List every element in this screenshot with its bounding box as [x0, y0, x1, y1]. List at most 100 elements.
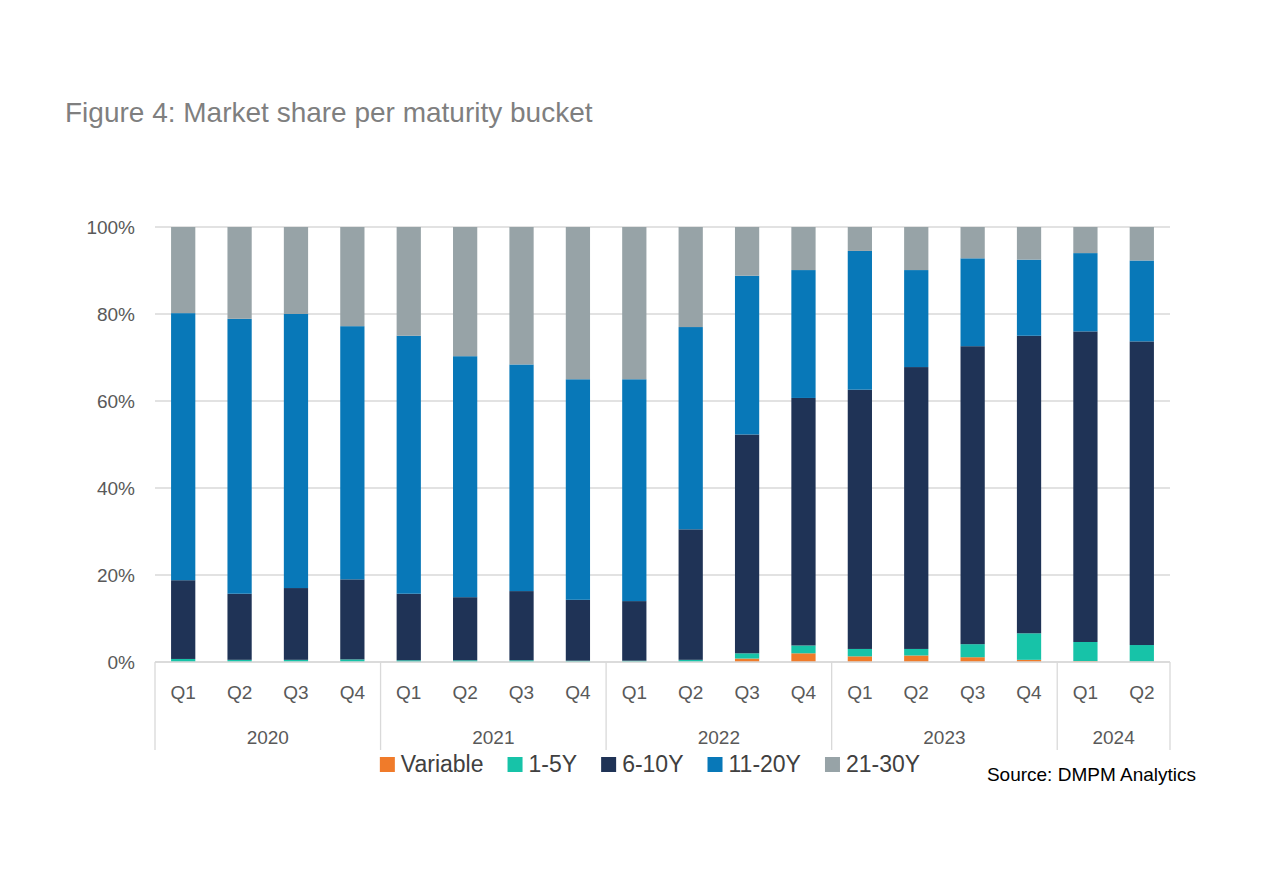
bar-segment — [566, 379, 590, 600]
legend-label: 6-10Y — [622, 751, 683, 777]
x-tick-label: Q2 — [1129, 682, 1154, 703]
bar-segment — [171, 580, 195, 659]
bar-segment — [284, 588, 308, 660]
bar-segment — [340, 227, 364, 326]
x-tick-label: Q3 — [509, 682, 534, 703]
x-group-label: 2024 — [1092, 727, 1135, 748]
bar-segment — [735, 653, 759, 658]
bar-segment — [1017, 336, 1041, 634]
bar-segment — [848, 649, 872, 656]
bar-segment — [284, 227, 308, 314]
x-tick-label: Q3 — [960, 682, 985, 703]
bar-segment — [1073, 253, 1097, 331]
group-separator — [380, 662, 381, 750]
bar-segment — [1130, 645, 1154, 662]
bar-segment — [1073, 227, 1097, 253]
group-separator — [1169, 662, 1170, 750]
x-tick-label: Q4 — [565, 682, 591, 703]
legend-label: Variable — [401, 751, 484, 777]
x-tick-label: Q1 — [1073, 682, 1098, 703]
x-tick-label: Q1 — [171, 682, 196, 703]
bar-segment — [1017, 260, 1041, 336]
x-group-label: 2022 — [698, 727, 740, 748]
grid-line — [155, 661, 1170, 662]
x-tick-label: Q3 — [283, 682, 308, 703]
bar-segment — [848, 656, 872, 662]
bar-segment — [622, 227, 646, 379]
bar-segment — [453, 597, 477, 660]
y-tick-label: 100% — [86, 217, 135, 238]
x-tick-label: Q4 — [340, 682, 366, 703]
x-tick-label: Q4 — [1016, 682, 1042, 703]
bar-segment — [397, 227, 421, 336]
bar-segment — [340, 326, 364, 579]
x-group-label: 2020 — [247, 727, 289, 748]
legend-swatch — [380, 757, 395, 772]
bar-segment — [1130, 341, 1154, 645]
bar-segment — [1017, 227, 1041, 260]
bar-segment — [791, 270, 815, 398]
bar-segment — [171, 227, 195, 313]
x-group-label: 2021 — [472, 727, 514, 748]
bar-segment — [397, 336, 421, 594]
x-tick-label: Q3 — [734, 682, 759, 703]
group-separator — [831, 662, 832, 750]
bar-segment — [509, 227, 533, 364]
y-tick-label: 80% — [97, 304, 135, 325]
x-tick-label: Q1 — [622, 682, 647, 703]
bar-segment — [227, 594, 251, 660]
bar-segment — [284, 314, 308, 588]
bar-segment — [679, 227, 703, 327]
bar-segment — [735, 276, 759, 435]
bar-segment — [1073, 642, 1097, 661]
bars — [171, 227, 1154, 662]
y-tick-label: 60% — [97, 391, 135, 412]
bar-segment — [509, 364, 533, 591]
x-tick-label: Q1 — [396, 682, 421, 703]
group-separator — [154, 662, 155, 750]
bar-segment — [848, 390, 872, 649]
bar-segment — [904, 270, 928, 367]
bar-segment — [791, 653, 815, 662]
group-separator — [605, 662, 606, 750]
legend-swatch — [825, 757, 840, 772]
bar-segment — [1073, 331, 1097, 642]
bar-segment — [735, 227, 759, 276]
bar-segment — [453, 227, 477, 356]
bar-segment — [961, 346, 985, 644]
legend-swatch — [508, 757, 523, 772]
y-tick-label: 40% — [97, 478, 135, 499]
legend-swatch — [708, 757, 723, 772]
bar-segment — [848, 227, 872, 251]
legend-label: 21-30Y — [846, 751, 920, 777]
bar-segment — [961, 644, 985, 657]
group-separator — [1057, 662, 1058, 750]
bar-segment — [961, 227, 985, 258]
bar-segment — [509, 591, 533, 660]
bar-segment — [622, 601, 646, 661]
bar-segment — [904, 227, 928, 270]
bar-segment — [848, 251, 872, 390]
x-tick-label: Q2 — [452, 682, 477, 703]
bar-segment — [566, 227, 590, 379]
x-group-label: 2023 — [923, 727, 965, 748]
bar-segment — [904, 655, 928, 662]
legend-label: 11-20Y — [729, 751, 801, 777]
bar-segment — [1017, 633, 1041, 660]
x-tick-label: Q1 — [847, 682, 872, 703]
bar-segment — [961, 258, 985, 346]
x-axis-line — [155, 661, 1170, 662]
bar-segment — [904, 367, 928, 649]
bar-segment — [1130, 260, 1154, 341]
chart: Figure 4: Market share per maturity buck… — [0, 0, 1280, 886]
bar-segment — [679, 529, 703, 660]
bar-segment — [340, 579, 364, 659]
bar-segment — [453, 356, 477, 597]
x-tick-label: Q2 — [227, 682, 252, 703]
bar-segment — [791, 227, 815, 270]
bar-segment — [1130, 227, 1154, 260]
legend: Variable1-5Y6-10Y11-20Y21-30Y — [380, 751, 920, 777]
x-tick-label: Q4 — [791, 682, 817, 703]
bar-segment — [171, 313, 195, 580]
bar-segment — [622, 379, 646, 601]
